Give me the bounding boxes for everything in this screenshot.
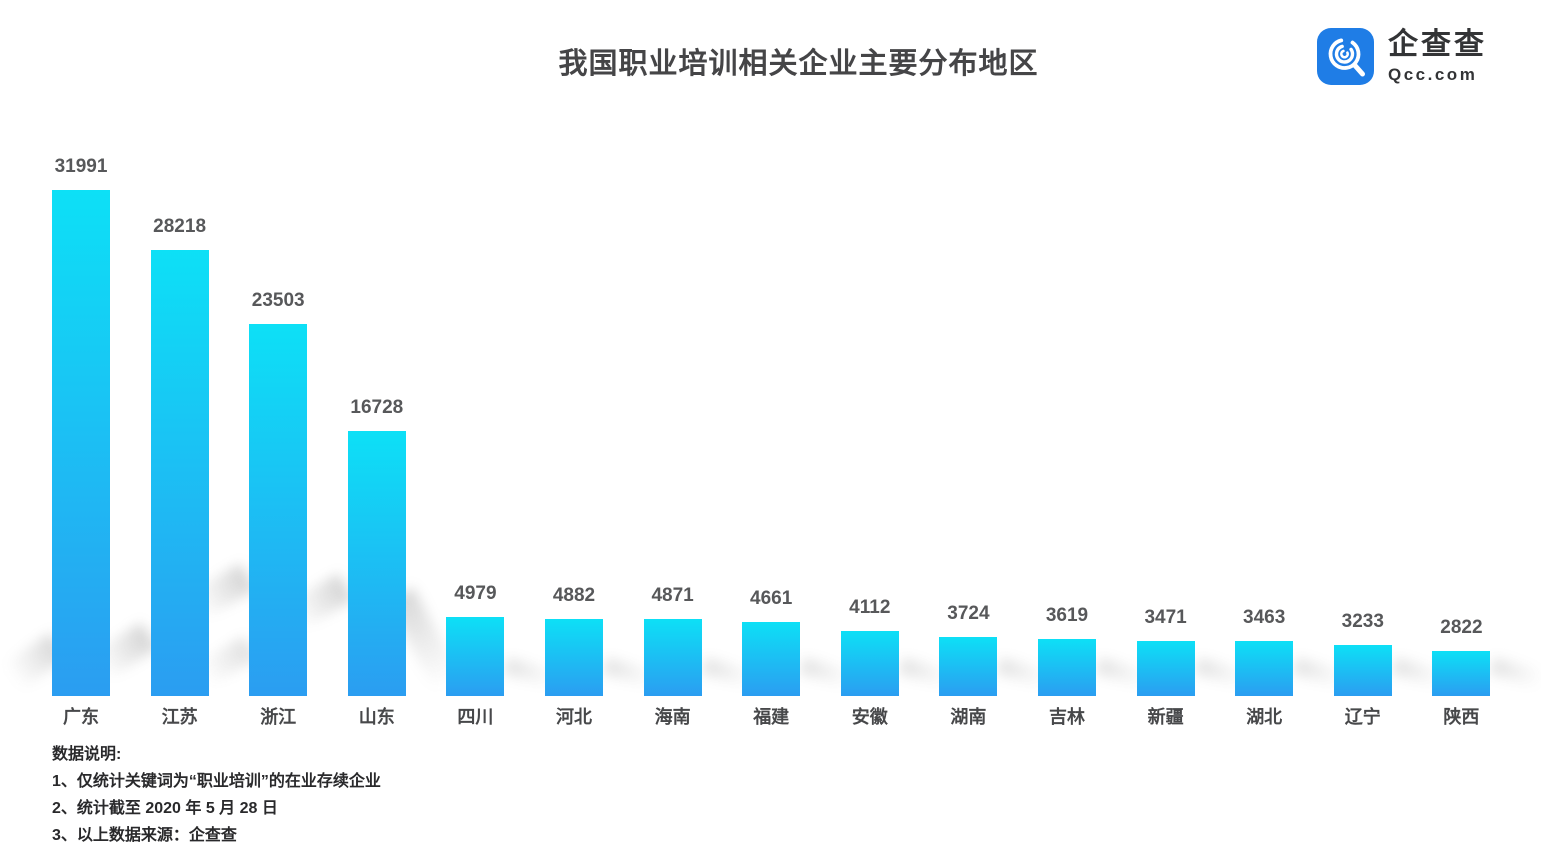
bar-category-label: 广东 xyxy=(63,707,99,727)
bar-value-label: 4871 xyxy=(651,585,694,606)
bar xyxy=(1333,645,1392,696)
bar xyxy=(1038,639,1096,696)
footnote-line-3: 3、以上数据来源：企查查 xyxy=(52,827,237,844)
bar-category-label: 安徽 xyxy=(851,707,888,727)
bar xyxy=(939,637,998,696)
bar xyxy=(545,619,603,696)
bar-value-label: 3463 xyxy=(1243,607,1286,628)
bar-category-label: 四川 xyxy=(457,707,494,727)
bar-category-label: 陕西 xyxy=(1443,707,1480,727)
bar-value-label: 28218 xyxy=(153,216,207,237)
bar-category-label: 辽宁 xyxy=(1344,707,1381,727)
bar-category-label: 浙江 xyxy=(260,707,297,727)
bar xyxy=(742,622,801,696)
bar-category-label: 山东 xyxy=(358,707,395,727)
bar xyxy=(1432,651,1491,696)
bar-category-label: 河北 xyxy=(556,707,592,727)
bar xyxy=(840,631,899,696)
footnotes-heading: 数据说明: xyxy=(52,746,122,763)
bar-value-label: 23503 xyxy=(251,290,305,311)
bar-value-label: 3233 xyxy=(1341,611,1384,632)
footnote-line-2: 2、统计截至 2020 年 5 月 28 日 xyxy=(52,800,278,817)
bar-value-label: 31991 xyxy=(54,156,108,177)
bar xyxy=(52,190,110,696)
bar xyxy=(446,617,505,696)
bar-shadow xyxy=(1490,657,1541,688)
bar-category-label: 新疆 xyxy=(1147,707,1184,727)
bar xyxy=(150,250,209,696)
bar-value-label: 3724 xyxy=(947,603,990,624)
logo-text: 企查查 Qcc.com xyxy=(1388,28,1487,85)
bar xyxy=(347,431,406,696)
bar-category-label: 福建 xyxy=(753,707,790,727)
bar-value-label: 4979 xyxy=(454,583,497,604)
bar-value-label: 4882 xyxy=(552,585,596,606)
bar-value-label: 3471 xyxy=(1144,607,1187,628)
bar-value-label: 2822 xyxy=(1440,617,1483,638)
bar xyxy=(643,619,702,696)
footnote-line-1: 1、仅统计关键词为“职业培训”的在业存续企业 xyxy=(52,773,381,790)
bar-category-label: 海南 xyxy=(654,707,691,727)
bar-category-label: 湖南 xyxy=(950,707,987,727)
bar-category-label: 湖北 xyxy=(1246,707,1283,727)
chart-title: 我国职业培训相关企业主要分布地区 xyxy=(558,48,1039,80)
bar-category-label: 吉林 xyxy=(1049,707,1085,727)
bar xyxy=(1136,641,1195,696)
bar xyxy=(249,324,308,696)
qcc-logo: 企查查 Qcc.com xyxy=(1317,28,1487,85)
logo-domain: Qcc.com xyxy=(1388,65,1478,84)
logo-brand-name: 企查查 xyxy=(1388,28,1487,61)
bar-value-label: 4661 xyxy=(750,588,793,609)
bar-value-label: 4112 xyxy=(849,597,891,618)
footnotes: 数据说明: 1、仅统计关键词为“职业培训”的在业存续企业 2、统计截至 2020… xyxy=(52,741,381,849)
bar-value-label: 3619 xyxy=(1045,605,1089,626)
qcc-magnifier-icon xyxy=(1317,28,1374,85)
bar-category-label: 江苏 xyxy=(161,707,198,727)
bar-value-label: 16728 xyxy=(350,397,404,418)
bar xyxy=(1235,641,1294,696)
